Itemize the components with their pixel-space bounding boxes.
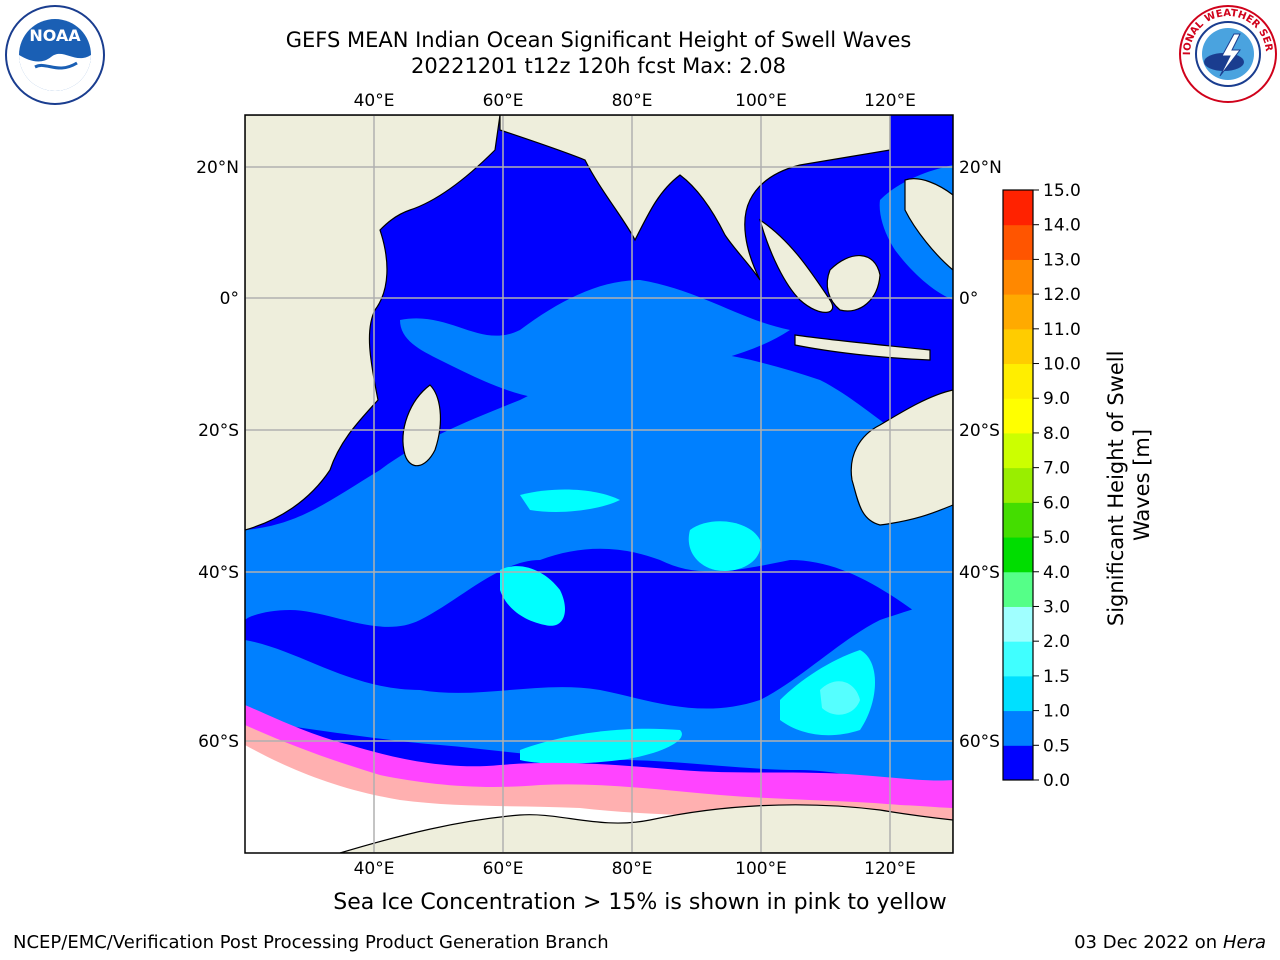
land-borneo bbox=[826, 255, 881, 312]
swell-region-high-3 bbox=[520, 489, 620, 512]
colorbar-tick-label: 12.0 bbox=[1043, 285, 1081, 305]
colorbar-swatch bbox=[1003, 467, 1033, 503]
footer-date-text: 03 Dec 2022 on bbox=[1074, 932, 1218, 953]
colorbar-swatch bbox=[1003, 537, 1033, 573]
footer-date: 03 Dec 2022 on Hera bbox=[1074, 932, 1266, 953]
colorbar-tick-label: 2.0 bbox=[1043, 632, 1070, 652]
colorbar-tick-label: 3.0 bbox=[1043, 597, 1070, 617]
land-indonesia bbox=[758, 218, 834, 313]
y-tick-label: 20°S bbox=[198, 421, 239, 441]
colorbar-tick-label: 0.0 bbox=[1043, 771, 1070, 791]
colorbar-label: Significant Height of Swell Waves [m] bbox=[1104, 344, 1154, 626]
x-ticks-top: 40°E 60°E 80°E 100°E 120°E bbox=[354, 91, 916, 111]
sea-ice-note: Sea Ice Concentration > 15% is shown in … bbox=[333, 890, 947, 915]
colorbar-tick-label: 1.5 bbox=[1043, 667, 1070, 687]
colorbar-tick-label: 11.0 bbox=[1043, 320, 1081, 340]
x-ticks-bottom: 40°E 60°E 80°E 100°E 120°E bbox=[354, 859, 916, 879]
y-tick-label: 0° bbox=[959, 289, 978, 309]
colorbar-tick-label: 6.0 bbox=[1043, 493, 1070, 513]
footer-credit: NCEP/EMC/Verification Post Processing Pr… bbox=[13, 932, 609, 953]
land-java bbox=[794, 334, 931, 361]
colorbar-swatch bbox=[1003, 432, 1033, 469]
land-australia bbox=[850, 389, 953, 526]
x-tick-label: 80°E bbox=[612, 91, 653, 111]
y-tick-label: 40°S bbox=[959, 563, 1000, 583]
chart-title: GEFS MEAN Indian Ocean Significant Heigh… bbox=[285, 28, 912, 52]
x-tick-label: 120°E bbox=[864, 91, 916, 111]
colorbar-swatch bbox=[1003, 398, 1033, 434]
y-tick-label: 20°S bbox=[959, 421, 1000, 441]
colorbar-swatch bbox=[1003, 190, 1033, 226]
colorbar-swatch bbox=[1003, 571, 1033, 607]
y-tick-label: 40°S bbox=[198, 563, 239, 583]
x-tick-label: 120°E bbox=[864, 859, 916, 879]
land-madagascar bbox=[402, 384, 441, 467]
colorbar-swatch bbox=[1003, 363, 1033, 399]
land-india-asia bbox=[499, 115, 891, 281]
map-frame bbox=[244, 114, 954, 854]
y-ticks-right: 20°N 0° 20°S 40°S 60°S bbox=[959, 158, 1002, 752]
swell-region-southern bbox=[245, 600, 953, 790]
colorbar-tick-label: 9.0 bbox=[1043, 389, 1070, 409]
colorbar-swatch bbox=[1003, 224, 1033, 260]
map-grid bbox=[245, 115, 953, 853]
colorbar-frame bbox=[1002, 189, 1034, 781]
nws-logo: NATIONAL WEATHER SERVICE bbox=[1178, 4, 1277, 103]
colorbar-swatch bbox=[1003, 745, 1033, 781]
x-tick-label: 100°E bbox=[735, 859, 787, 879]
colorbar-tick-label: 1.0 bbox=[1043, 702, 1070, 722]
y-ticks-left: 20°N 0° 20°S 40°S 60°S bbox=[196, 158, 239, 752]
colorbar-tick-label: 13.0 bbox=[1043, 250, 1081, 270]
noaa-logo: NOAA bbox=[5, 5, 105, 105]
noaa-logo-text: NOAA bbox=[29, 26, 81, 45]
swell-region-high-5 bbox=[520, 728, 682, 764]
y-tick-label: 0° bbox=[220, 289, 239, 309]
land-arabia-africa bbox=[245, 115, 501, 531]
colorbar-swatch bbox=[1003, 641, 1033, 677]
x-tick-label: 40°E bbox=[354, 859, 395, 879]
colorbar-swatch bbox=[1003, 294, 1033, 330]
map-area bbox=[245, 115, 953, 853]
x-tick-label: 100°E bbox=[735, 91, 787, 111]
colorbar-swatch bbox=[1003, 328, 1033, 365]
swell-region-high-2 bbox=[688, 521, 761, 571]
footer-host: Hera bbox=[1222, 932, 1266, 953]
colorbar-tick-label: 8.0 bbox=[1043, 424, 1070, 444]
colorbar-tick-label: 14.0 bbox=[1043, 216, 1081, 236]
colorbar-tick-label: 7.0 bbox=[1043, 459, 1070, 479]
colorbar-tick-label: 5.0 bbox=[1043, 528, 1070, 548]
x-tick-label: 60°E bbox=[483, 91, 524, 111]
colorbar-swatch bbox=[1003, 502, 1033, 538]
colorbar-swatch bbox=[1003, 606, 1033, 642]
colorbar-tick-label: 15.0 bbox=[1043, 181, 1081, 201]
y-tick-label: 60°S bbox=[959, 732, 1000, 752]
chart-subtitle: 20221201 t12z 120h fcst Max: 2.08 bbox=[411, 54, 786, 78]
x-tick-label: 80°E bbox=[612, 859, 653, 879]
y-tick-label: 20°N bbox=[196, 158, 239, 178]
swell-region-high-1 bbox=[500, 566, 565, 626]
land-antarctica bbox=[339, 804, 953, 853]
colorbar-swatch bbox=[1003, 259, 1033, 295]
colorbar-swatch bbox=[1003, 675, 1033, 712]
colorbar-swatch bbox=[1003, 710, 1033, 746]
swell-region-peak bbox=[820, 681, 860, 715]
y-tick-label: 20°N bbox=[959, 158, 1002, 178]
colorbar-tick-label: 4.0 bbox=[1043, 563, 1070, 583]
swell-region-equatorial bbox=[400, 280, 790, 400]
colorbar-tick-label: 10.0 bbox=[1043, 355, 1081, 375]
colorbar-tick-label: 0.5 bbox=[1043, 736, 1070, 756]
colorbar: 0.0 0.5 1.0 1.5 2.0 3.0 4.0 5.0 6.0 7.0 8.0 9.0 10.0… bbox=[1002, 181, 1081, 791]
x-tick-label: 60°E bbox=[483, 859, 524, 879]
y-tick-label: 60°S bbox=[198, 732, 239, 752]
x-tick-label: 40°E bbox=[354, 91, 395, 111]
